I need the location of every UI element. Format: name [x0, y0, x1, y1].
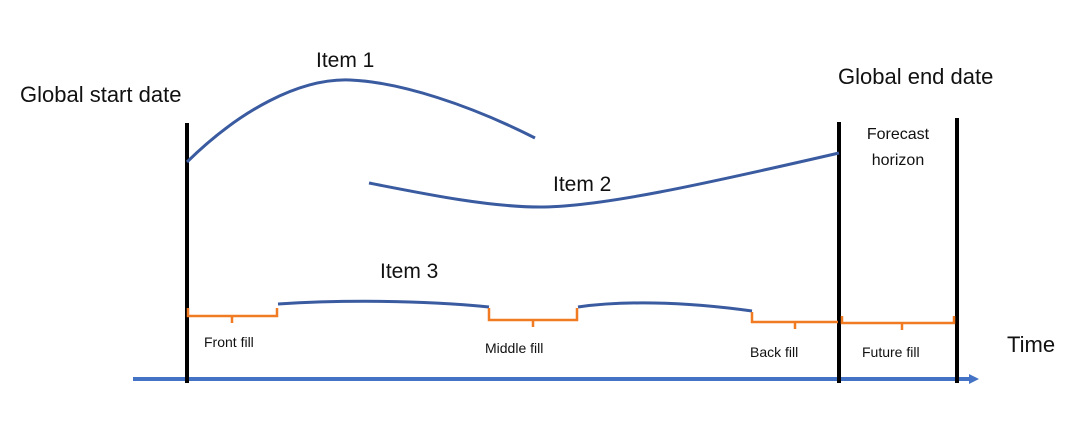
global-end-date-label: Global end date: [838, 64, 993, 89]
back-fill-bracket: [750, 312, 838, 329]
future-fill-bracket: [840, 316, 956, 330]
forecast-horizon-label-line-2: horizon: [872, 152, 924, 169]
item-2-series-line: [368, 151, 840, 209]
global-start-date-label: Global start date: [20, 82, 181, 107]
middle-fill-label: Middle fill: [485, 340, 543, 356]
forecast-horizon-label-line-1: Forecast: [867, 126, 930, 143]
item-3-label: Item 3: [380, 260, 438, 283]
future-fill-label: Future fill: [862, 344, 920, 360]
item-1-label: Item 1: [316, 49, 374, 72]
front-fill-label: Front fill: [204, 334, 254, 350]
time-axis-label: Time: [1007, 332, 1055, 357]
item-2-label: Item 2: [553, 173, 611, 196]
item-3-series-segment-1: [277, 299, 490, 309]
middle-fill-bracket: [487, 308, 579, 327]
item-3-series-segment-2: [577, 301, 753, 313]
back-fill-label: Back fill: [750, 344, 798, 360]
front-fill-bracket: [186, 308, 279, 323]
item-1-series-line: [185, 78, 536, 164]
